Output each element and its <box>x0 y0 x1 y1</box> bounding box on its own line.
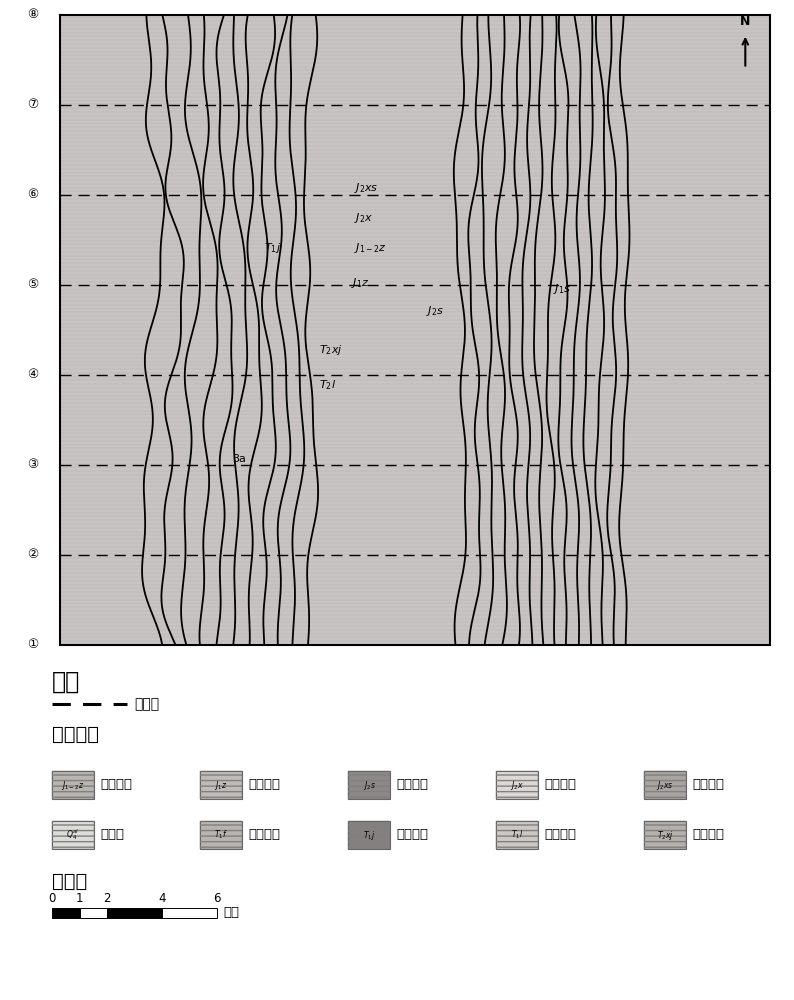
Text: 下沙溪组: 下沙溪组 <box>692 778 724 792</box>
Text: $J_2s$: $J_2s$ <box>426 304 444 318</box>
Text: 比例尺: 比例尺 <box>52 872 87 891</box>
Text: ⑦: ⑦ <box>27 99 38 111</box>
Text: 全新统: 全新统 <box>100 828 124 842</box>
Text: ⑥: ⑥ <box>27 188 38 202</box>
Bar <box>52 821 94 849</box>
Bar <box>644 771 686 799</box>
Bar <box>348 821 390 849</box>
Text: 雷口罢组: 雷口罢组 <box>544 828 576 842</box>
Text: 4: 4 <box>158 892 166 905</box>
Bar <box>107 908 162 918</box>
Text: $J_{1-2}z$: $J_{1-2}z$ <box>354 241 387 255</box>
Text: ②: ② <box>27 548 38 562</box>
Bar <box>200 771 242 799</box>
Text: $T_2xj$: $T_2xj$ <box>319 343 343 357</box>
Text: $T_1f$: $T_1f$ <box>214 829 228 841</box>
Text: 剪面线: 剪面线 <box>134 697 159 711</box>
Bar <box>79 908 107 918</box>
Text: ①: ① <box>27 639 38 652</box>
Text: $T_1j$: $T_1j$ <box>264 241 281 255</box>
Text: 须家河组: 须家河组 <box>692 828 724 842</box>
Text: $J_1z$: $J_1z$ <box>351 276 369 290</box>
Text: ③: ③ <box>27 458 38 472</box>
Text: ⑤: ⑤ <box>27 278 38 292</box>
Text: 嘉陵江组: 嘉陵江组 <box>396 828 428 842</box>
Text: 飞仙关组: 飞仙关组 <box>248 828 280 842</box>
Text: 珍珠冲组: 珍珠冲组 <box>248 778 280 792</box>
Bar <box>52 771 94 799</box>
Text: 沉积地层: 沉积地层 <box>52 725 99 744</box>
Bar <box>348 771 390 799</box>
Text: $J_2s$: $J_2s$ <box>363 778 376 792</box>
Bar <box>644 821 686 849</box>
Bar <box>52 821 94 849</box>
Bar <box>348 771 390 799</box>
Bar <box>644 821 686 849</box>
Text: $T_2l$: $T_2l$ <box>319 379 336 392</box>
Bar <box>496 771 538 799</box>
Text: $J_2x$: $J_2x$ <box>510 778 524 792</box>
Bar <box>496 771 538 799</box>
Bar <box>52 908 79 918</box>
Text: $J_1z$: $J_1z$ <box>214 778 228 792</box>
Bar <box>200 771 242 799</box>
Text: 2: 2 <box>103 892 110 905</box>
Text: $J_1s$: $J_1s$ <box>553 282 572 296</box>
Text: ④: ④ <box>27 368 38 381</box>
Bar <box>162 908 217 918</box>
Bar <box>200 821 242 849</box>
Bar <box>348 821 390 849</box>
Text: 1: 1 <box>75 892 83 905</box>
Text: $T_1j$: $T_1j$ <box>363 828 376 842</box>
Text: $T_2xj$: $T_2xj$ <box>657 828 673 842</box>
Text: $J_{1-2}z$: $J_{1-2}z$ <box>61 778 85 792</box>
Text: 0: 0 <box>48 892 56 905</box>
Text: 上沙溪组: 上沙溪组 <box>396 778 428 792</box>
Text: 6: 6 <box>214 892 221 905</box>
Bar <box>200 821 242 849</box>
Text: $Q_4^{al}$: $Q_4^{al}$ <box>66 828 79 842</box>
Bar <box>496 821 538 849</box>
Bar <box>496 821 538 849</box>
Text: 图例: 图例 <box>52 670 80 694</box>
Text: $J_2xs$: $J_2xs$ <box>354 181 379 195</box>
Text: $J_2x$: $J_2x$ <box>354 211 373 225</box>
Bar <box>644 771 686 799</box>
Text: $T_1l$: $T_1l$ <box>511 829 523 841</box>
Text: 千米: 千米 <box>223 906 239 920</box>
Text: 3a: 3a <box>232 454 246 464</box>
Bar <box>52 771 94 799</box>
Text: ⑧: ⑧ <box>27 8 38 21</box>
Text: 自流井组: 自流井组 <box>100 778 132 792</box>
Text: N: N <box>740 15 750 28</box>
Text: 新田沟组: 新田沟组 <box>544 778 576 792</box>
Text: $J_2xs$: $J_2xs$ <box>657 778 674 792</box>
